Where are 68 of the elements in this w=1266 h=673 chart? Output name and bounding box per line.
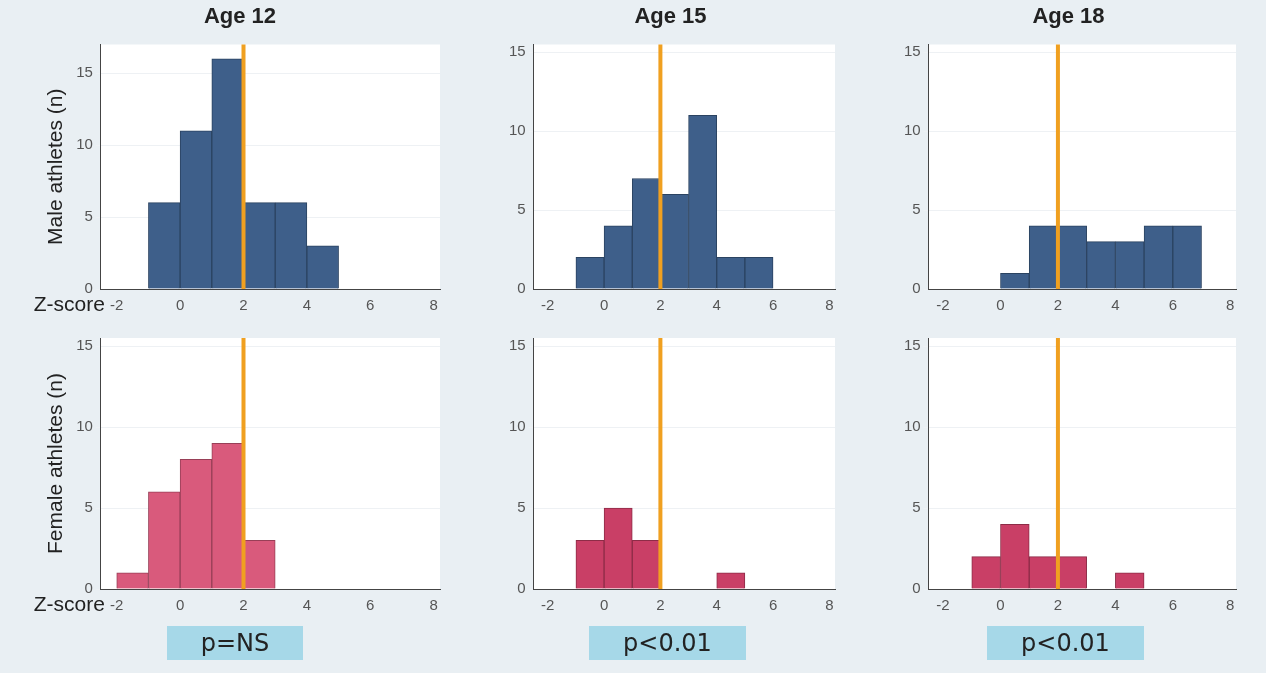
x-tick-label: 8 (825, 296, 834, 314)
x-tick-label: 8 (1226, 296, 1235, 314)
x-tick-label: 2 (239, 296, 248, 314)
y-tick-label: 5 (84, 498, 93, 516)
x-tick-label: 6 (366, 296, 375, 314)
text: p<0.01 (987, 626, 1144, 660)
y-tick-label: 0 (912, 579, 921, 597)
x-tick-label: -2 (110, 296, 124, 314)
x-tick-label: 4 (302, 596, 312, 614)
y-axis-title: Female athletes (n) (43, 373, 67, 554)
y-tick-label: 10 (904, 121, 921, 139)
x-tick-label: 0 (599, 596, 609, 614)
x-tick-label: 2 (239, 596, 248, 614)
x-tick-label: 0 (175, 296, 185, 314)
y-tick-label: 10 (904, 417, 921, 435)
x-tick-label: -2 (110, 596, 124, 614)
y-tick-label: 5 (912, 200, 921, 218)
y-tick-label: 0 (517, 279, 526, 297)
x-tick-label: -2 (541, 296, 555, 314)
y-tick-label: 0 (517, 579, 526, 597)
y-tick-label: 15 (509, 336, 526, 354)
y-tick-label: 5 (517, 200, 526, 218)
y-tick-label: 5 (912, 498, 921, 516)
text: p=NS (166, 626, 304, 660)
x-tick-label: 0 (996, 596, 1005, 614)
x-tick-label: 8 (825, 596, 834, 614)
x-tick-label: 2 (1053, 596, 1063, 614)
chart-title: Age 15 (634, 3, 707, 29)
x-tick-label: 6 (1168, 296, 1177, 314)
x-tick-label: 0 (599, 296, 609, 314)
x-tick-label: 8 (429, 596, 438, 614)
x-tick-label: 6 (366, 596, 375, 614)
x-tick-label: 4 (1111, 596, 1120, 614)
y-tick-label: 0 (912, 279, 921, 297)
x-tick-label: 2 (656, 296, 665, 314)
x-tick-label: 6 (768, 296, 778, 314)
y-tick-label: 0 (84, 579, 93, 597)
y-tick-label: 15 (76, 63, 93, 81)
x-tick-label: -2 (936, 596, 950, 614)
y-axis-title: Male athletes (n) (43, 88, 67, 245)
x-tick-label: 8 (429, 296, 438, 314)
x-tick-label: 4 (712, 296, 721, 314)
y-tick-label: 10 (76, 135, 93, 153)
text: p<0.01 (589, 626, 746, 660)
y-tick-label: 15 (76, 336, 93, 354)
x-tick-label: -2 (936, 296, 950, 314)
y-tick-label: 15 (904, 42, 921, 60)
x-tick-label: 0 (175, 596, 185, 614)
y-tick-label: 15 (509, 42, 526, 60)
x-tick-label: 6 (1168, 596, 1177, 614)
y-tick-label: 0 (84, 279, 93, 297)
x-tick-label: 4 (302, 296, 312, 314)
x-tick-label: -2 (541, 596, 555, 614)
y-tick-label: 5 (84, 207, 93, 225)
x-tick-label: 8 (1226, 596, 1235, 614)
x-tick-label: 2 (1053, 296, 1063, 314)
y-tick-label: 15 (904, 336, 921, 354)
chart-title: Age 18 (1032, 3, 1105, 29)
x-tick-label: 4 (712, 596, 721, 614)
x-tick-label: 6 (768, 596, 778, 614)
y-tick-label: 10 (76, 417, 93, 435)
y-tick-label: 10 (509, 121, 526, 139)
y-tick-label: 10 (509, 417, 526, 435)
y-tick-label: 5 (517, 498, 526, 516)
chart-title: Age 12 (203, 3, 277, 29)
x-tick-label: 4 (1111, 296, 1120, 314)
x-tick-label: 0 (996, 296, 1005, 314)
x-tick-label: 2 (656, 596, 665, 614)
